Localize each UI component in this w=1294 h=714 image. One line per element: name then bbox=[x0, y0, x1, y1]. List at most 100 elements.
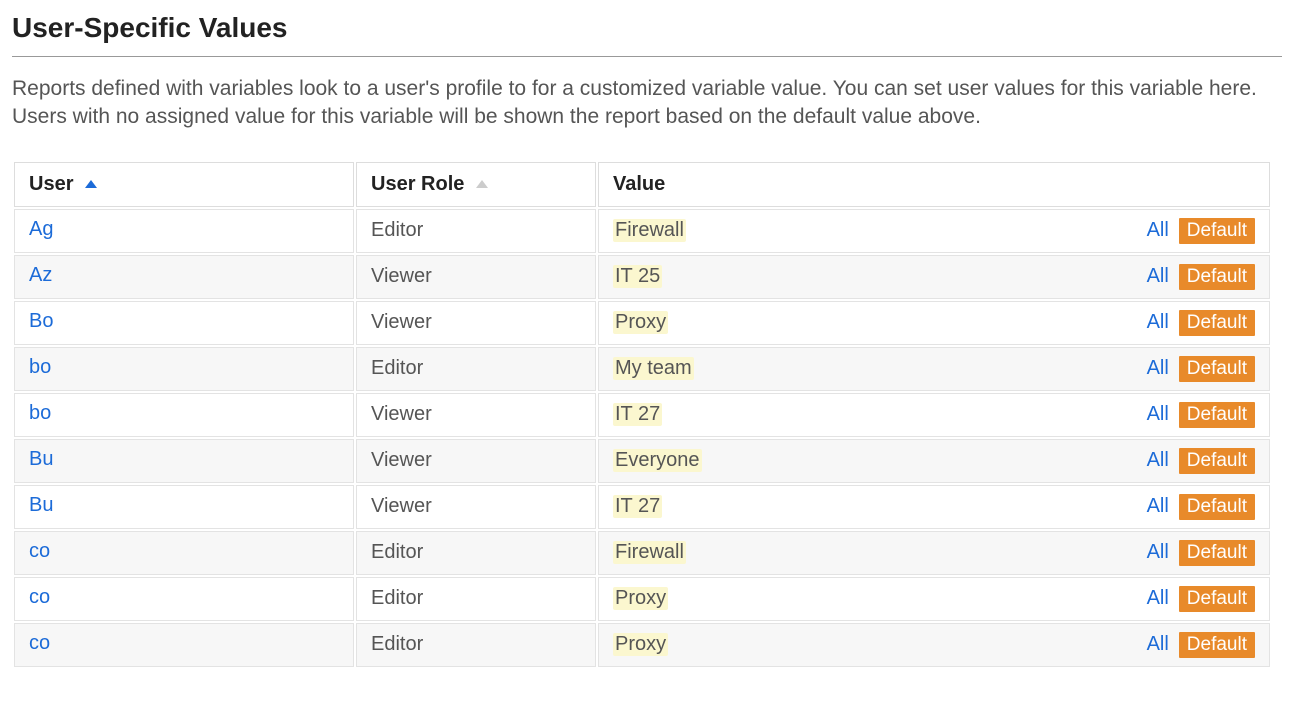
all-link[interactable]: All bbox=[1147, 587, 1169, 610]
table-row: BuViewerIT 27AllDefault bbox=[14, 485, 1270, 529]
table-row: boViewerIT 27AllDefault bbox=[14, 393, 1270, 437]
user-values-tbody: Ag Editor Firewall All Default Azi Viewer IT 25… bbox=[14, 209, 1270, 667]
value-cell-inner: ProxyAllDefault bbox=[613, 586, 1255, 612]
value-cell-inner: IT 25 All Default bbox=[613, 264, 1255, 290]
cell-value: Proxy All Default bbox=[598, 301, 1270, 345]
table-row: Bu Viewer Everyone All Default bbox=[14, 439, 1270, 483]
value-cell-inner: ProxyAllDefault bbox=[613, 632, 1255, 658]
cell-value: ProxyAllDefault bbox=[598, 623, 1270, 667]
all-link[interactable]: All bbox=[1147, 219, 1169, 242]
table-row: coEditorProxyAllDefault bbox=[14, 577, 1270, 621]
column-header-role[interactable]: User Role bbox=[356, 162, 596, 207]
user-link[interactable]: Ag bbox=[29, 218, 53, 244]
cell-role: Editor bbox=[356, 531, 596, 575]
user-trunc-wrap: co bbox=[29, 540, 339, 566]
user-trunc-wrap: co bbox=[29, 632, 339, 658]
table-row: Azi Viewer IT 25 All Default bbox=[14, 255, 1270, 299]
default-button[interactable]: Default bbox=[1179, 402, 1255, 428]
default-button[interactable]: Default bbox=[1179, 632, 1255, 658]
cell-user: Bo bbox=[14, 301, 354, 345]
all-link[interactable]: All bbox=[1147, 357, 1169, 380]
cell-value: Firewall All Default bbox=[598, 209, 1270, 253]
value-highlight: IT 25 bbox=[613, 265, 662, 288]
all-link[interactable]: All bbox=[1147, 265, 1169, 288]
cell-user: Bu bbox=[14, 485, 354, 529]
user-link[interactable]: co bbox=[29, 540, 53, 566]
user-link[interactable]: bo bbox=[29, 356, 53, 382]
all-link[interactable]: All bbox=[1147, 449, 1169, 472]
cell-value: Everyone All Default bbox=[598, 439, 1270, 483]
cell-user: Bu bbox=[14, 439, 354, 483]
table-row: co Editor Firewall All Default bbox=[14, 531, 1270, 575]
user-link[interactable]: bo bbox=[29, 402, 53, 428]
value-cell-inner: My team All Default bbox=[613, 356, 1255, 382]
value-highlight: Firewall bbox=[613, 541, 686, 564]
default-button[interactable]: Default bbox=[1179, 356, 1255, 382]
value-highlight: Everyone bbox=[613, 449, 702, 472]
cell-role: Viewer bbox=[356, 393, 596, 437]
value-cell-inner: Firewall All Default bbox=[613, 540, 1255, 566]
value-highlight: Proxy bbox=[613, 311, 668, 334]
default-button[interactable]: Default bbox=[1179, 586, 1255, 612]
value-actions: All Default bbox=[1147, 402, 1255, 428]
cell-role: Viewer bbox=[356, 439, 596, 483]
value-actions: All Default bbox=[1147, 632, 1255, 658]
user-link[interactable]: co bbox=[29, 632, 53, 658]
user-link[interactable]: Azi bbox=[29, 264, 53, 290]
value-highlight: Firewall bbox=[613, 219, 686, 242]
user-trunc-wrap: Bu bbox=[29, 448, 339, 474]
column-header-value-label: Value bbox=[613, 173, 665, 195]
value-actions: All Default bbox=[1147, 540, 1255, 566]
value-actions: All Default bbox=[1147, 586, 1255, 612]
cell-user: co bbox=[14, 623, 354, 667]
cell-user: Ag bbox=[14, 209, 354, 253]
cell-role: Editor bbox=[356, 347, 596, 391]
value-cell-inner: Proxy All Default bbox=[613, 310, 1255, 336]
cell-role: Viewer bbox=[356, 255, 596, 299]
user-link[interactable]: co bbox=[29, 586, 53, 612]
user-link[interactable]: Bu bbox=[29, 494, 53, 520]
user-trunc-wrap: co bbox=[29, 586, 339, 612]
sort-asc-icon bbox=[85, 180, 97, 188]
default-button[interactable]: Default bbox=[1179, 494, 1255, 520]
value-highlight: My team bbox=[613, 357, 694, 380]
default-button[interactable]: Default bbox=[1179, 540, 1255, 566]
default-button[interactable]: Default bbox=[1179, 218, 1255, 244]
all-link[interactable]: All bbox=[1147, 495, 1169, 518]
column-header-role-label: User Role bbox=[371, 173, 464, 195]
default-button[interactable]: Default bbox=[1179, 310, 1255, 336]
default-button[interactable]: Default bbox=[1179, 448, 1255, 474]
user-values-table: User User Role Value Ag Editor Firewall All… bbox=[12, 160, 1272, 669]
value-actions: All Default bbox=[1147, 310, 1255, 336]
value-cell-inner: IT 27AllDefault bbox=[613, 402, 1255, 428]
table-row: Bo Viewer Proxy All Default bbox=[14, 301, 1270, 345]
sort-inactive-icon bbox=[476, 180, 488, 188]
user-trunc-wrap: Bo bbox=[29, 310, 339, 336]
user-link[interactable]: Bo bbox=[29, 310, 53, 336]
column-header-user[interactable]: User bbox=[14, 162, 354, 207]
all-link[interactable]: All bbox=[1147, 633, 1169, 656]
all-link[interactable]: All bbox=[1147, 311, 1169, 334]
user-trunc-wrap: Azi bbox=[29, 264, 339, 290]
section-title-rule bbox=[12, 56, 1282, 57]
cell-value: IT 27AllDefault bbox=[598, 485, 1270, 529]
table-row: AgEditorFirewallAllDefault bbox=[14, 209, 1270, 253]
cell-role: Editor bbox=[356, 577, 596, 621]
default-button[interactable]: Default bbox=[1179, 264, 1255, 290]
column-header-user-label: User bbox=[29, 173, 73, 195]
user-values-table-wrap: User User Role Value Ag Editor Firewall All… bbox=[12, 160, 1272, 669]
column-header-value[interactable]: Value bbox=[598, 162, 1270, 207]
all-link[interactable]: All bbox=[1147, 403, 1169, 426]
table-row: bo Editor My team All Default bbox=[14, 347, 1270, 391]
user-trunc-wrap: bo bbox=[29, 402, 339, 428]
all-link[interactable]: All bbox=[1147, 541, 1169, 564]
cell-role: Viewer bbox=[356, 301, 596, 345]
user-link[interactable]: Bu bbox=[29, 448, 53, 474]
cell-role: Editor bbox=[356, 623, 596, 667]
user-trunc-wrap: Ag bbox=[29, 218, 339, 244]
value-cell-inner: Everyone All Default bbox=[613, 448, 1255, 474]
cell-value: IT 27AllDefault bbox=[598, 393, 1270, 437]
value-actions: All Default bbox=[1147, 356, 1255, 382]
cell-value: IT 25 All Default bbox=[598, 255, 1270, 299]
cell-value: Firewall All Default bbox=[598, 531, 1270, 575]
